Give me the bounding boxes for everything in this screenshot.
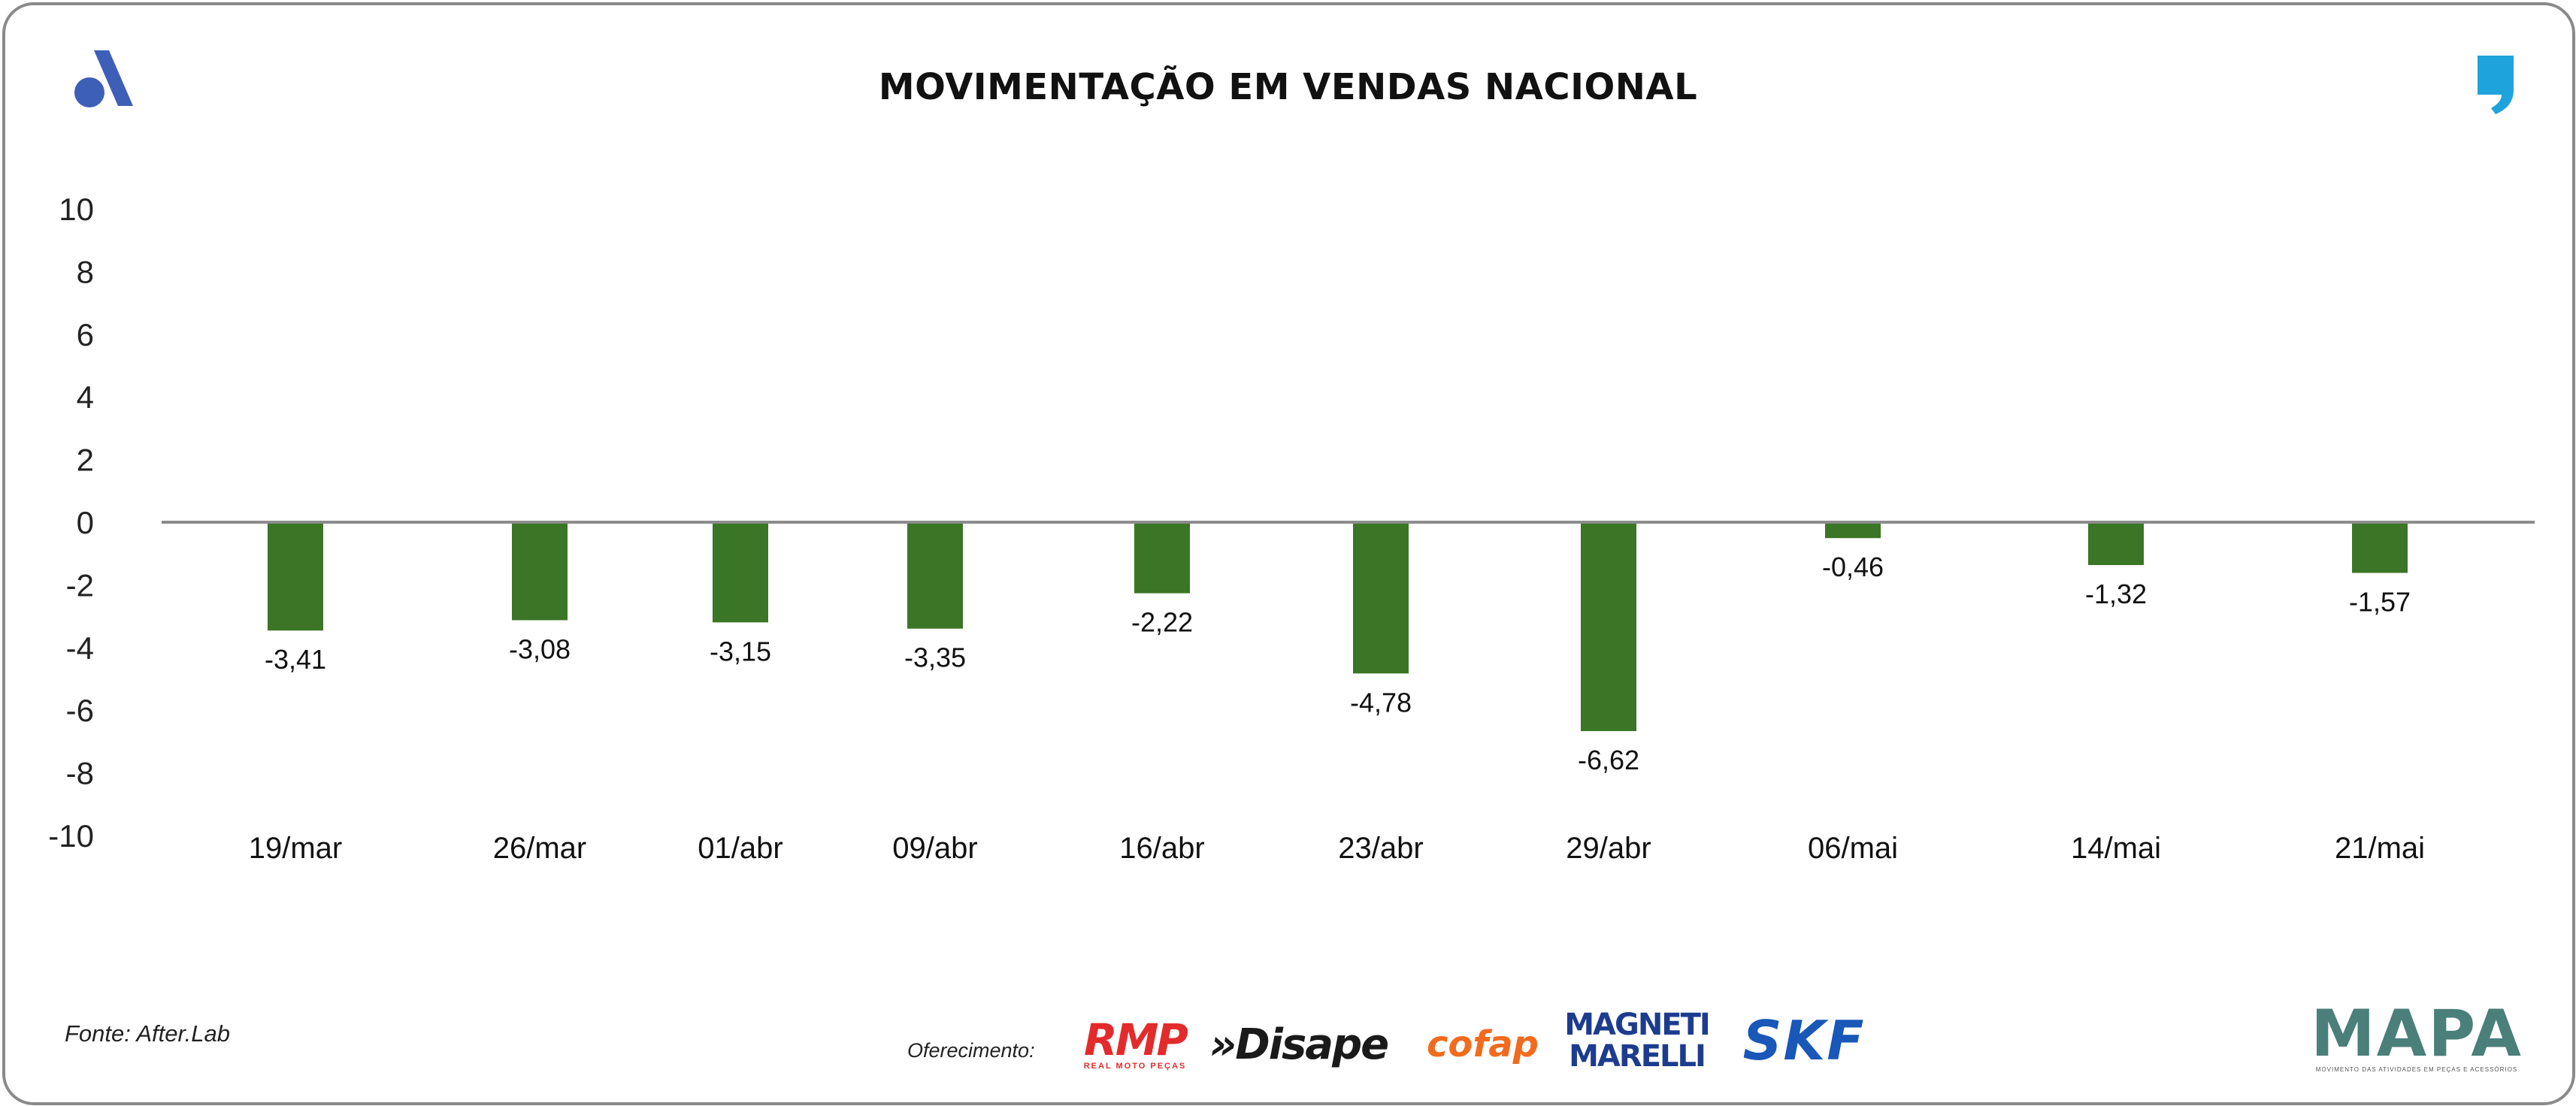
skf-logo-text: SKF (1742, 1009, 1866, 1072)
rmp-logo-subtext: REAL MOTO PEÇAS (1083, 1062, 1187, 1071)
data-label: -3,41 (265, 644, 326, 675)
y-tick-label: 10 (59, 192, 94, 227)
y-tick-label: 8 (77, 254, 94, 289)
mapa-logo-text: MAPA (2311, 996, 2523, 1071)
bar (907, 524, 963, 629)
rmp-logo: RMP REAL MOTO PEÇAS (1071, 1014, 1199, 1074)
cofap-logo-text: cofap (1426, 1023, 1539, 1065)
y-tick-label: -8 (66, 756, 94, 791)
x-tick-label: 21/mai (2335, 832, 2425, 865)
bar (713, 524, 768, 623)
data-label: -3,35 (904, 642, 966, 673)
data-label: -4,78 (1350, 687, 1412, 718)
data-label: -2,22 (1131, 607, 1193, 638)
bar (1825, 524, 1881, 539)
data-label: -6,62 (1578, 745, 1639, 775)
rmp-logo-text: RMP (1084, 1014, 1188, 1065)
disape-logo: »Disape (1209, 1011, 1389, 1078)
x-tick-label: 16/abr (1119, 832, 1204, 865)
y-tick-label: 4 (77, 379, 94, 415)
x-tick-label: 06/mai (1808, 832, 1898, 865)
source-note: Fonte: After.Lab (65, 1020, 230, 1047)
x-tick-label: 19/mar (249, 832, 343, 865)
bar (1134, 524, 1190, 594)
bar (1353, 524, 1409, 674)
y-tick-label: -6 (66, 693, 94, 728)
y-tick-label: 0 (77, 505, 94, 540)
data-label: -3,15 (710, 636, 771, 666)
y-tick-label: -4 (66, 630, 94, 666)
bar (2088, 524, 2144, 566)
bar (1581, 524, 1636, 732)
quote-mark-logo-icon (2478, 56, 2514, 114)
disape-logo-text: »Disape (1209, 1020, 1389, 1069)
x-tick-label: 09/abr (892, 832, 977, 865)
x-tick-label: 01/abr (698, 832, 782, 865)
data-label: -1,32 (2085, 579, 2147, 609)
data-label: -0,46 (1822, 551, 1884, 582)
mapa-logo: MAPA MOVIMENTO DAS ATIVIDADES EM PEÇAS E… (2311, 996, 2521, 1078)
x-tick-label: 14/mai (2071, 832, 2161, 865)
magneti-logo-text-1: MAGNETI (1564, 1008, 1711, 1042)
y-tick-label: 2 (77, 443, 94, 478)
bar (512, 524, 568, 621)
data-label: -1,57 (2349, 586, 2411, 617)
bar-chart: 10 8 6 4 2 0 -2 -4 -6 -8 -10 -3,41 19/mar -3,08 26/mar… (48, 192, 2535, 865)
y-tick-label: -2 (66, 567, 94, 603)
x-tick-label: 29/abr (1566, 832, 1651, 865)
mapa-logo-subtext: MOVIMENTO DAS ATIVIDADES EM PEÇAS E ACES… (2315, 1065, 2518, 1073)
brand-a-logo-icon (74, 50, 133, 107)
data-label: -3,08 (509, 633, 571, 664)
skf-logo: SKF (1714, 1009, 1894, 1072)
magneti-marelli-logo: MAGNETI MARELLI (1564, 1003, 1711, 1078)
y-tick-label: -10 (48, 818, 94, 854)
chart-title: MOVIMENTAÇÃO EM VENDAS NACIONAL (878, 66, 1698, 108)
cofap-logo: cofap (1402, 1018, 1563, 1071)
y-tick-label: 6 (77, 317, 94, 352)
bar (268, 524, 323, 631)
x-tick-label: 26/mar (493, 832, 587, 865)
x-tick-label: 23/abr (1338, 832, 1423, 865)
bar (2352, 524, 2408, 573)
magneti-logo-text-2: MARELLI (1569, 1039, 1706, 1074)
sponsor-label: Oferecimento: (907, 1039, 1035, 1062)
